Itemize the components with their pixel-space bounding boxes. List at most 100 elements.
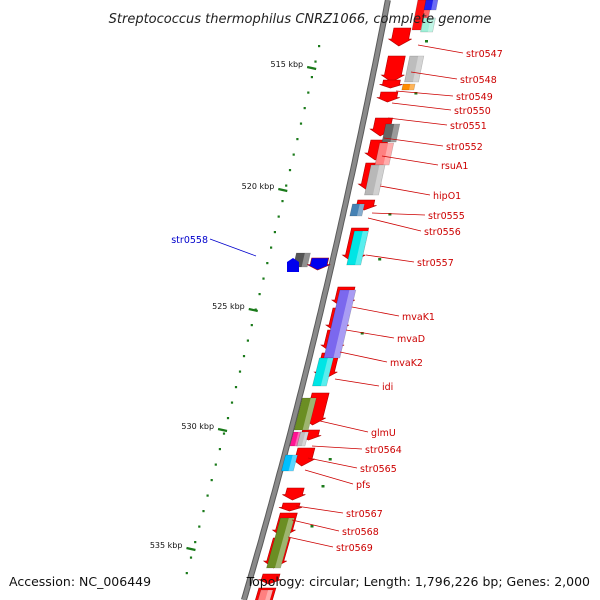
minor-tick — [262, 277, 265, 280]
gene-label-str0567[interactable]: str0567 — [346, 509, 383, 520]
gene-label-str0549[interactable]: str0549 — [456, 92, 493, 103]
gene-leader-line — [379, 185, 431, 196]
minor-ticks — [185, 45, 321, 575]
gene-label-str0556[interactable]: str0556 — [424, 227, 461, 238]
minor-tick — [222, 432, 226, 435]
minor-tick — [185, 572, 188, 575]
kbp-label: 535 kbp — [150, 541, 183, 550]
minor-tick — [238, 370, 242, 373]
gene-box-shade — [357, 204, 365, 216]
gene-box-shade — [274, 518, 295, 568]
feature-tick — [378, 258, 382, 261]
minor-tick — [318, 45, 321, 48]
minor-tick — [246, 339, 249, 342]
gene-box-shade — [333, 290, 356, 358]
kbp-tick — [248, 307, 258, 313]
gene-arrow — [278, 502, 302, 512]
gene-arrow — [282, 487, 306, 501]
gene-leader-line — [365, 254, 415, 263]
kbp-tick — [306, 65, 317, 71]
kbp-label: 520 kbp — [242, 182, 275, 191]
minor-tick — [314, 60, 317, 63]
minor-tick — [210, 479, 213, 482]
gene-label-str0551[interactable]: str0551 — [450, 121, 487, 132]
kbp-markers: 515 kbp 520 kbp 525 kbp 530 kbp 535 kbp — [150, 60, 317, 552]
kbp-label: 530 kbp — [181, 422, 214, 431]
feature-tick — [388, 213, 392, 216]
minor-tick — [273, 231, 276, 234]
minor-tick — [250, 324, 253, 327]
gene-label-str0568[interactable]: str0568 — [342, 527, 379, 538]
gene-leader-line — [395, 90, 454, 97]
kbp-tick — [186, 546, 196, 552]
gene-label-str0565[interactable]: str0565 — [360, 464, 397, 475]
gene-label-str0558[interactable]: str0558 — [171, 235, 208, 246]
gene-leader-line — [311, 445, 363, 450]
gene-label-str0569[interactable]: str0569 — [336, 543, 373, 554]
gene-label-glmU[interactable]: glmU — [371, 428, 396, 439]
gene-label-str0550[interactable]: str0550 — [454, 106, 491, 117]
gene-leader-line — [417, 44, 464, 54]
feature-tick — [414, 92, 418, 95]
minor-tick — [266, 262, 269, 265]
gene-box-shade — [302, 398, 317, 430]
accession-text: Accession: NC_006449 — [9, 574, 151, 589]
minor-tick — [234, 386, 238, 389]
gene-label-hipO1[interactable]: hipO1 — [433, 191, 461, 202]
gene-label-idi[interactable]: idi — [382, 382, 393, 393]
minor-tick — [296, 138, 299, 141]
gene-box-shade — [372, 165, 385, 195]
gene-box — [296, 431, 309, 447]
kbp-label: 515 kbp — [271, 60, 304, 69]
gene-box-shade — [383, 143, 394, 165]
gene-label-str0548[interactable]: str0548 — [460, 75, 497, 86]
minor-tick — [202, 510, 205, 513]
gene-box-shade — [409, 84, 416, 90]
gene-box-shade — [355, 231, 369, 265]
map-title: Streptococcus thermophilus CNRZ1066, com… — [109, 12, 492, 27]
minor-tick — [230, 401, 234, 404]
gene-label-str0547[interactable]: str0547 — [466, 49, 503, 60]
minor-tick — [194, 541, 197, 544]
gene-label-mvaD[interactable]: mvaD — [397, 334, 425, 345]
minor-tick — [277, 215, 280, 218]
gene-box — [266, 517, 295, 569]
gene-label-mvaK2[interactable]: mvaK2 — [390, 358, 423, 369]
gene-leader-line — [334, 378, 380, 387]
gene-box-shade — [431, 0, 438, 10]
gene-box — [346, 230, 369, 266]
gene-leader-line — [209, 238, 257, 257]
gene-leader-line — [381, 155, 439, 166]
gene-box — [280, 454, 298, 472]
gene-leader-line — [351, 306, 400, 317]
gene-label-str0557[interactable]: str0557 — [417, 258, 454, 269]
gene-label-pfs[interactable]: pfs — [356, 480, 370, 491]
gene-arrow — [376, 91, 400, 103]
gene-features — [255, 0, 439, 600]
feature-tick — [425, 40, 428, 43]
gene-label-str0564[interactable]: str0564 — [365, 445, 402, 456]
minor-tick — [189, 556, 193, 559]
gene-arrow-reverse — [287, 258, 299, 272]
gene-leader-line — [304, 469, 354, 485]
minor-tick — [270, 246, 273, 249]
minor-tick — [242, 355, 246, 358]
gene-arrow — [380, 55, 406, 83]
gene-labels[interactable]: str0547 str0548 str0549 str0550 str0551 str05… — [171, 44, 503, 554]
gene-arrow — [258, 573, 282, 585]
gene-leader-line — [307, 457, 358, 469]
backbone-line — [241, 0, 390, 600]
feature-tick — [328, 458, 332, 461]
gene-label-rsuA1[interactable]: rsuA1 — [441, 161, 468, 172]
gene-label-mvaK1[interactable]: mvaK1 — [402, 312, 435, 323]
gene-box — [423, 0, 439, 11]
minor-tick — [292, 153, 295, 156]
gene-label-str0555[interactable]: str0555 — [428, 211, 465, 222]
gene-label-str0552[interactable]: str0552 — [446, 142, 483, 153]
gene-leader-line — [367, 217, 422, 232]
gene-leader-line — [339, 351, 388, 363]
minor-tick — [303, 107, 306, 110]
minor-tick — [285, 184, 288, 187]
gene-box-shade — [301, 432, 309, 446]
